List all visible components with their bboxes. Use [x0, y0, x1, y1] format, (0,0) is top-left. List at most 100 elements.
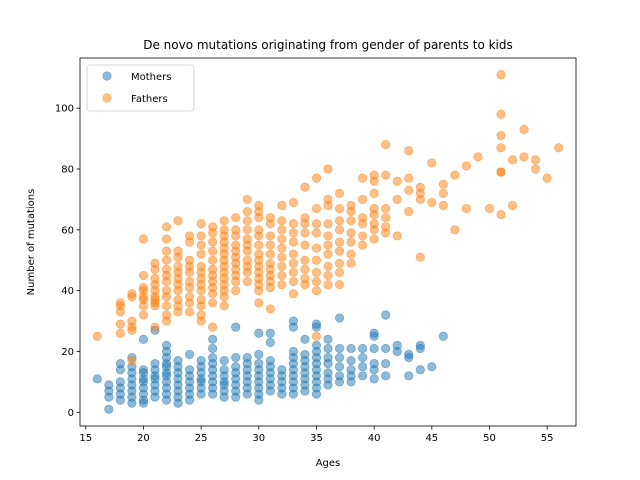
data-point	[150, 392, 160, 402]
data-point	[311, 331, 322, 341]
data-point	[208, 289, 218, 299]
data-point	[231, 286, 241, 296]
data-point	[369, 188, 379, 198]
data-point	[427, 158, 437, 168]
data-point	[300, 240, 310, 250]
data-point	[311, 173, 322, 183]
data-point	[242, 206, 252, 217]
x-tick-label: 20	[137, 433, 150, 444]
data-point	[115, 328, 125, 338]
data-point	[161, 222, 172, 232]
data-point	[334, 258, 345, 268]
data-point	[346, 356, 356, 366]
data-point	[415, 252, 425, 262]
data-point	[115, 395, 125, 405]
data-point	[507, 200, 518, 211]
data-point	[323, 240, 333, 250]
y-tick-label: 60	[61, 225, 74, 236]
data-point	[208, 228, 218, 238]
data-point	[138, 334, 149, 344]
data-point	[219, 356, 229, 366]
data-point	[277, 225, 287, 235]
data-point	[196, 219, 206, 229]
data-point	[358, 173, 368, 183]
data-point	[392, 346, 402, 357]
data-point	[219, 216, 229, 226]
data-point	[346, 377, 356, 387]
data-point	[404, 352, 414, 363]
data-point	[334, 246, 345, 256]
data-point	[369, 210, 379, 220]
data-point	[196, 389, 206, 399]
data-point	[381, 203, 391, 214]
data-point	[323, 249, 333, 259]
data-point	[92, 374, 102, 384]
data-point	[496, 167, 506, 177]
data-point	[323, 200, 333, 211]
data-point	[219, 292, 229, 302]
chart-title: De novo mutations originating from gende…	[143, 38, 513, 52]
data-point	[496, 70, 506, 80]
data-point	[277, 216, 287, 226]
data-point	[427, 197, 437, 208]
data-point	[254, 395, 264, 405]
data-point	[346, 237, 356, 247]
data-point	[231, 213, 241, 223]
legend-label: Mothers	[131, 72, 171, 83]
data-point	[311, 322, 322, 332]
data-point	[438, 200, 448, 211]
data-point	[542, 173, 552, 183]
data-point	[288, 228, 298, 238]
data-point	[277, 252, 287, 262]
data-point	[484, 203, 495, 214]
y-tick-label: 20	[61, 347, 74, 358]
data-point	[519, 152, 529, 162]
data-point	[323, 164, 333, 174]
y-tick-label: 80	[61, 165, 74, 176]
data-point	[427, 362, 437, 372]
data-point	[438, 331, 448, 341]
data-point	[404, 206, 414, 217]
x-tick-label: 15	[79, 433, 92, 444]
data-point	[346, 216, 356, 226]
x-tick-label: 40	[368, 433, 381, 444]
data-point	[150, 264, 160, 274]
data-point	[265, 240, 275, 250]
data-point	[242, 216, 252, 226]
data-point	[92, 331, 102, 341]
data-point	[554, 143, 564, 153]
data-point	[231, 322, 241, 332]
series-mothers	[92, 310, 448, 414]
data-point	[161, 395, 172, 405]
data-point	[300, 386, 310, 396]
data-point	[334, 343, 345, 354]
data-point	[254, 213, 264, 223]
data-point	[277, 389, 287, 399]
data-point	[219, 301, 229, 311]
data-point	[242, 276, 252, 287]
data-point	[381, 371, 391, 381]
data-point	[208, 343, 218, 354]
data-point	[415, 365, 425, 375]
data-point	[496, 143, 506, 153]
data-point	[265, 337, 275, 347]
data-point	[334, 188, 345, 198]
data-point	[115, 359, 125, 369]
data-point	[265, 328, 275, 338]
data-point	[358, 352, 368, 363]
data-point	[161, 301, 172, 311]
data-point	[161, 292, 172, 302]
data-point	[104, 404, 114, 414]
data-point	[208, 246, 218, 256]
y-tick-label: 100	[55, 104, 74, 115]
data-point	[173, 398, 183, 408]
data-point	[358, 343, 368, 354]
data-point	[358, 194, 368, 205]
data-point	[404, 185, 414, 195]
data-point	[346, 249, 356, 259]
data-point	[277, 261, 287, 271]
data-point	[496, 210, 506, 220]
data-point	[196, 240, 206, 250]
data-point	[334, 267, 345, 278]
